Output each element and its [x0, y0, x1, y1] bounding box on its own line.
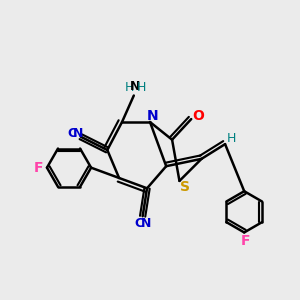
Text: N: N [73, 127, 84, 140]
Text: F: F [241, 234, 250, 248]
Text: O: O [192, 109, 204, 123]
Text: H: H [227, 132, 236, 145]
Text: C: C [134, 217, 144, 230]
Text: N: N [146, 109, 158, 122]
Text: H: H [125, 81, 134, 94]
Text: C: C [68, 127, 76, 140]
Text: F: F [33, 161, 43, 175]
Text: S: S [180, 180, 190, 194]
Text: N: N [130, 80, 140, 93]
Text: N: N [141, 217, 152, 230]
Text: H: H [136, 81, 146, 94]
